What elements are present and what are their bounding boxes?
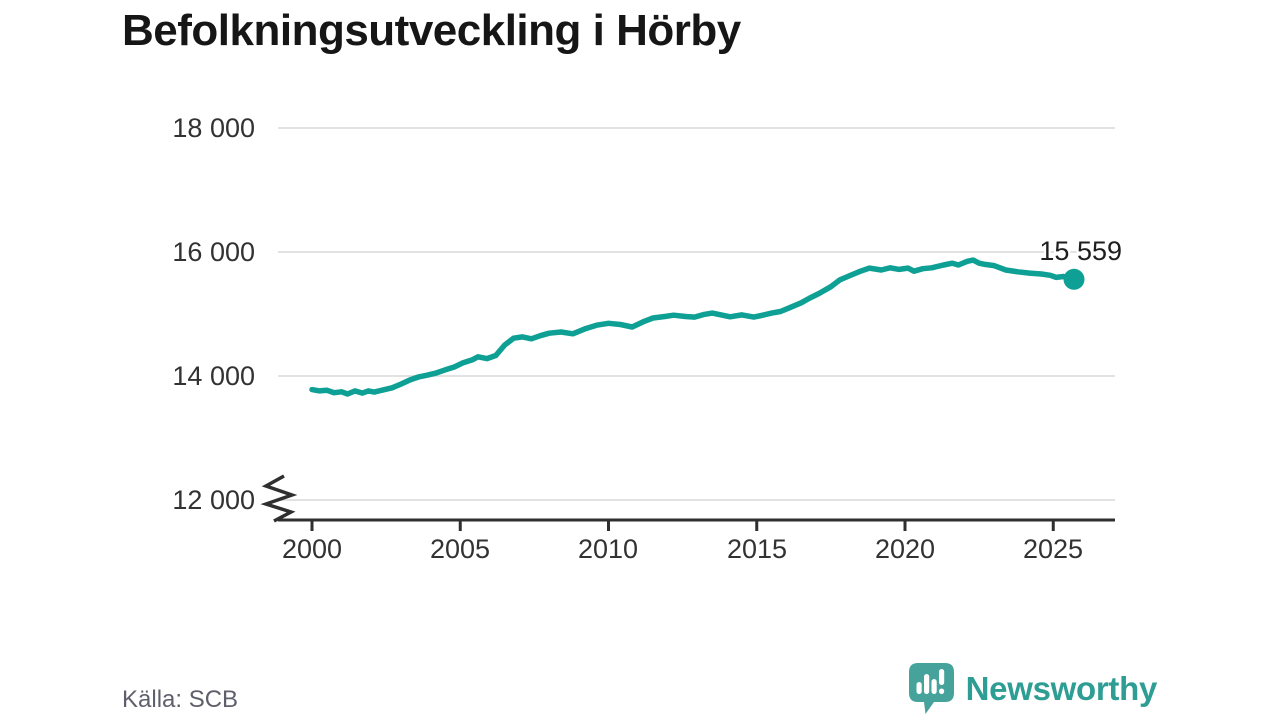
x-tick-label: 2015 — [726, 534, 788, 564]
y-tick-label: 18 000 — [172, 113, 255, 143]
population-line-series — [309, 257, 1077, 397]
y-tick-label: 12 000 — [172, 485, 255, 515]
newsworthy-logo: Newsworthy — [908, 662, 1157, 715]
newsworthy-logo-text: Newsworthy — [965, 669, 1158, 707]
x-tick-label: 2000 — [281, 534, 343, 564]
latest-value-dot — [1063, 268, 1085, 290]
source-caption: Källa: SCB — [122, 686, 239, 713]
y-tick-label: 16 000 — [172, 237, 255, 267]
y-tick-label: 14 000 — [172, 361, 255, 391]
x-tick-label: 2010 — [577, 534, 639, 564]
x-tick-label: 2020 — [874, 534, 936, 564]
x-tick-label: 2005 — [429, 534, 491, 564]
y-axis-break-icon — [260, 474, 298, 523]
x-tick-label: 2025 — [1022, 534, 1084, 564]
latest-value-label: 15 559 — [1039, 236, 1122, 266]
newsworthy-bar-chart-bubble-icon — [908, 663, 954, 714]
chart-title: Befolkningsutveckling i Hörby — [122, 6, 741, 55]
